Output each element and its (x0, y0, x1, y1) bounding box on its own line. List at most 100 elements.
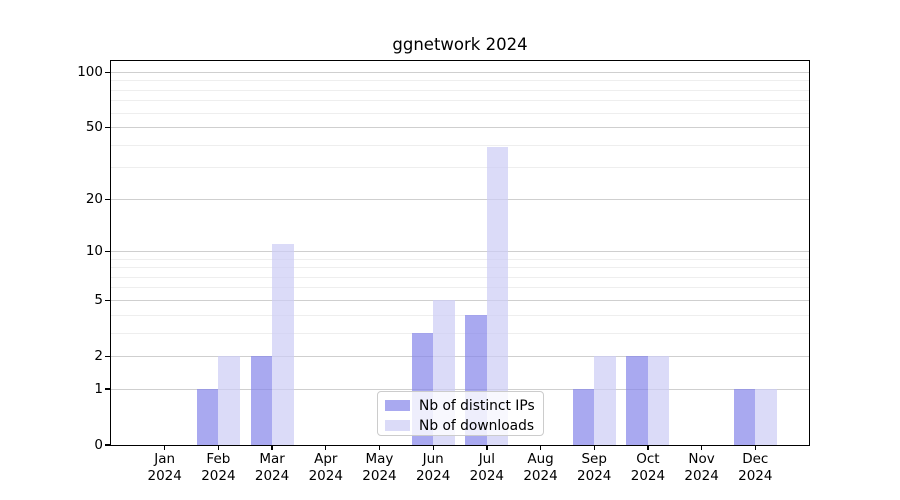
x-tick-year: 2024 (415, 467, 451, 484)
gridline-minor (111, 89, 809, 91)
x-tick (271, 445, 273, 450)
x-tick (701, 445, 703, 450)
x-tick-month: Jan (154, 451, 176, 467)
legend-label-downloads: Nb of downloads (419, 417, 535, 434)
x-tick (647, 445, 649, 450)
x-tick-label: Nov 2024 (672, 451, 732, 484)
gridline-major (111, 198, 809, 200)
x-tick-month: Apr (314, 451, 338, 467)
x-tick (432, 445, 434, 450)
x-tick-month: Nov (688, 451, 715, 467)
x-tick-year: 2024 (469, 467, 505, 484)
chart-title: ggnetwork 2024 (392, 35, 528, 54)
y-tick (105, 126, 111, 129)
x-tick-label: Jan 2024 (135, 451, 195, 484)
gridline-minor (111, 112, 809, 114)
x-tick-label: Feb 2024 (188, 451, 248, 484)
x-tick-month: Feb (206, 451, 231, 467)
bar-downloads-mar (272, 244, 294, 445)
gridline-minor (111, 276, 809, 278)
y-tick (105, 444, 111, 446)
legend-label-distinct-ips: Nb of distinct IPs (419, 397, 535, 414)
gridline-minor (111, 167, 809, 169)
y-tick-label: 50 (85, 119, 103, 136)
x-tick (754, 445, 756, 450)
x-tick (217, 445, 220, 450)
gridline-minor (111, 100, 809, 102)
gridline-major (111, 71, 809, 73)
x-tick-month: Oct (636, 451, 660, 467)
x-tick-label: Sep 2024 (564, 451, 624, 484)
bar-downloads-oct (647, 356, 670, 445)
bar-downloads-sep (594, 356, 616, 445)
bar-downloads-feb (218, 356, 240, 445)
y-tick-label: 0 (94, 437, 103, 453)
y-tick (105, 299, 111, 301)
x-tick-label: Aug 2024 (511, 451, 571, 484)
bar-distinct-ips-dec (733, 389, 756, 445)
y-tick-label: 20 (85, 191, 103, 208)
bar-distinct-ips-sep (572, 389, 595, 445)
x-tick-year: 2024 (362, 467, 397, 484)
x-tick-year: 2024 (201, 467, 236, 484)
x-tick-label: May 2024 (349, 451, 409, 484)
x-tick-label: Mar 2024 (242, 451, 302, 484)
y-tick-label: 10 (85, 243, 103, 260)
gridline-major (111, 355, 809, 357)
x-tick-month: May (365, 451, 394, 467)
gridline-minor (111, 144, 809, 146)
x-tick (325, 445, 327, 450)
y-tick-label: 1 (94, 381, 103, 398)
bar-downloads-jul (486, 147, 509, 445)
x-tick-year: 2024 (684, 467, 719, 484)
x-tick-year: 2024 (254, 467, 290, 484)
x-tick-year: 2024 (738, 467, 773, 484)
x-tick-year: 2024 (523, 467, 558, 484)
y-tick (105, 198, 111, 200)
x-tick-label: Dec 2024 (725, 451, 785, 484)
y-tick-label: 5 (94, 292, 103, 309)
gridline-minor (111, 267, 809, 269)
y-tick (105, 355, 111, 357)
x-tick (378, 445, 381, 450)
gridline-major (111, 299, 809, 301)
y-tick (105, 250, 111, 253)
x-tick-month: Jul (478, 451, 495, 467)
legend-swatch-downloads (385, 420, 410, 431)
y-tick (105, 71, 111, 73)
x-tick-year: 2024 (147, 467, 182, 484)
y-tick-label: 2 (94, 348, 103, 365)
legend: Nb of distinct IPs Nb of downloads (377, 391, 544, 436)
x-tick-month: Jun (422, 451, 444, 467)
gridline-minor (111, 258, 809, 260)
x-tick (593, 445, 595, 450)
gridline-minor (111, 80, 809, 82)
x-tick-month: Dec (742, 451, 769, 467)
bar-distinct-ips-feb (196, 389, 219, 445)
x-tick (539, 445, 542, 450)
x-tick-year: 2024 (308, 467, 343, 484)
gridline-major (111, 126, 809, 128)
x-tick-label: Apr 2024 (296, 451, 356, 484)
legend-item-distinct-ips: Nb of distinct IPs (385, 397, 543, 414)
x-tick-year: 2024 (577, 467, 612, 484)
x-tick-label: Jun 2024 (403, 451, 463, 484)
plot-area (111, 61, 809, 445)
x-tick-label: Jul 2024 (457, 451, 517, 484)
x-tick-year: 2024 (630, 467, 666, 484)
x-tick (486, 445, 488, 450)
x-tick-month: Sep (581, 451, 607, 467)
bar-downloads-dec (755, 389, 777, 445)
gridline-minor (111, 332, 809, 334)
x-tick-month: Mar (259, 451, 285, 467)
x-tick (164, 445, 166, 450)
bar-distinct-ips-mar (250, 356, 273, 445)
legend-item-downloads: Nb of downloads (385, 417, 543, 434)
y-tick (105, 388, 111, 390)
x-tick-month: Aug (527, 451, 554, 467)
legend-swatch-distinct-ips (385, 400, 410, 411)
gridline-minor (111, 287, 809, 289)
y-tick-label: 100 (77, 64, 103, 81)
gridline-minor (111, 314, 809, 316)
